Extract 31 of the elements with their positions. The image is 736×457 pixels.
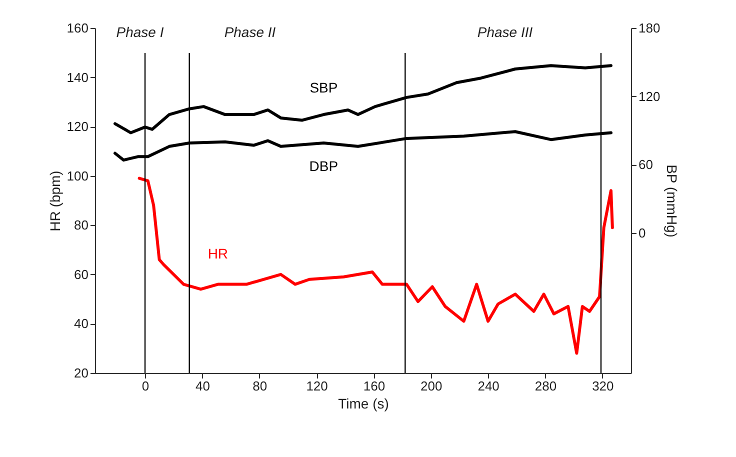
annotation: Phase I [116, 24, 164, 40]
series-label: HR [208, 245, 228, 262]
y-tick-label: 140 [66, 70, 88, 85]
y2-axis-title: BP (mmHg) [664, 164, 680, 238]
x-tick-label: 320 [592, 378, 614, 394]
x-axis-title: Time (s) [338, 396, 389, 412]
line-series [138, 176, 614, 355]
x-tick-label: 160 [363, 378, 386, 394]
y2-tick-label: 60 [638, 157, 653, 172]
y-tick-label: 20 [74, 366, 88, 380]
y2-tick-label: 180 [638, 20, 660, 36]
x-tick-label: 40 [195, 378, 210, 394]
series-label: SBP [310, 80, 338, 96]
y-tick-label: 120 [66, 119, 88, 134]
y-tick-label: 80 [74, 218, 88, 233]
annotation: Phase III [477, 24, 533, 40]
x-tick-label: 120 [306, 378, 328, 394]
y-tick-label: 60 [74, 266, 88, 282]
x-tick-label: 280 [534, 378, 557, 394]
x-tick-label: 0 [142, 378, 150, 394]
y-tick-label: 100 [66, 168, 88, 184]
x-tick-label: 80 [252, 378, 268, 394]
y-axis-title: HR (bpm) [46, 170, 63, 232]
x-tick-label: 200 [420, 378, 442, 394]
x-tick-label: 240 [478, 378, 500, 394]
y2-tick-label: 120 [638, 88, 660, 104]
y-tick-label: 40 [74, 316, 88, 332]
series-label: DBP [309, 158, 338, 174]
y2-tick-label: 0 [638, 225, 646, 240]
y-tick-label: 160 [66, 20, 88, 36]
annotation: Phase II [224, 24, 276, 40]
